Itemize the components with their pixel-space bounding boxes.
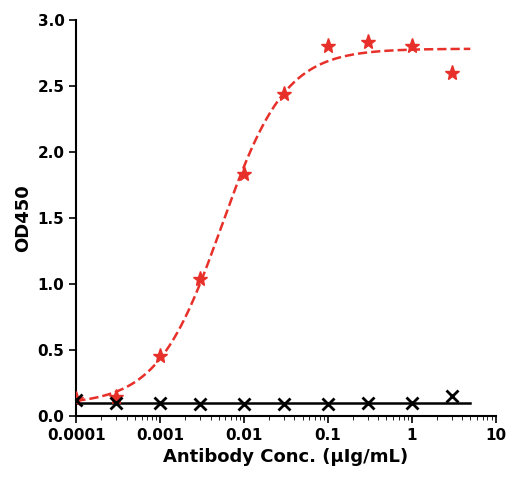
X-axis label: Antibody Conc. (µIg/mL): Antibody Conc. (µIg/mL)	[163, 448, 409, 466]
Y-axis label: OD450: OD450	[14, 184, 32, 252]
